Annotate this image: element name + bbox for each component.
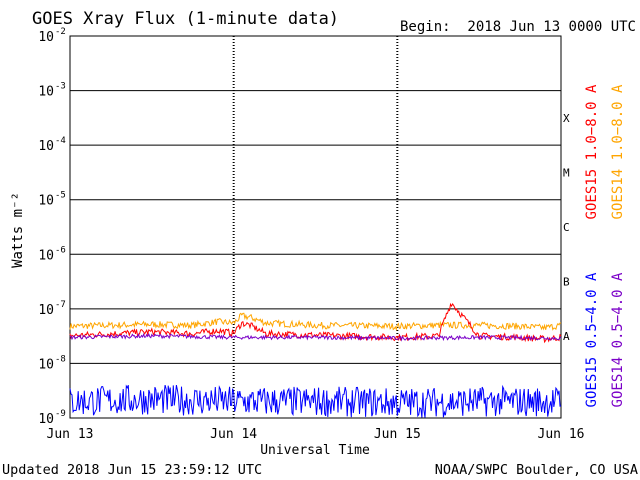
y-tick-exponent: -5	[55, 191, 66, 201]
series-line	[69, 332, 562, 342]
y-tick-label: 10	[38, 357, 54, 372]
y-tick-label: 10	[38, 139, 54, 154]
y-tick-label: 10	[38, 248, 54, 263]
legend-entry: GOES14 1.0−8.0 A	[610, 84, 626, 219]
y-tick-exponent: -6	[55, 245, 66, 255]
series-line	[69, 312, 562, 332]
y-tick-exponent: -8	[55, 354, 66, 364]
credit-line: NOAA/SWPC Boulder, CO USA	[435, 462, 638, 478]
flare-class-label: B	[563, 276, 570, 289]
series-layer	[69, 302, 562, 418]
x-tick-label: Jun 15	[374, 427, 421, 442]
flare-class-label: M	[563, 166, 570, 179]
updated-timestamp: Updated 2018 Jun 15 23:59:12 UTC	[2, 462, 262, 478]
y-tick-exponent: -7	[55, 300, 66, 310]
y-tick-exponent: -3	[55, 82, 66, 92]
flare-class-label: C	[563, 221, 570, 234]
y-tick-exponent: -4	[55, 136, 66, 146]
y-tick-label: 10	[38, 30, 54, 45]
y-tick-label: 10	[38, 412, 54, 427]
y-tick-label: 10	[38, 85, 54, 100]
grid-lines	[70, 36, 561, 418]
y-tick-exponent: -9	[55, 409, 66, 419]
x-tick-label: Jun 14	[210, 427, 257, 442]
y-tick-label: 10	[38, 303, 54, 318]
x-axis-title: Universal Time	[260, 443, 370, 458]
flare-class-label: X	[563, 112, 570, 125]
legend-entry: GOES14 0.5−4.0 A	[610, 272, 626, 407]
legend-entry: GOES15 1.0−8.0 A	[584, 84, 600, 219]
begin-date: Begin: 2018 Jun 13 0000 UTC	[400, 19, 636, 35]
legend: GOES15 1.0−8.0 A GOES14 1.0−8.0 A GOES15 0…	[584, 84, 626, 407]
flare-class-label: A	[563, 330, 570, 343]
y-tick-label: 10	[38, 194, 54, 209]
series-line	[69, 384, 562, 418]
y-tick-exponent: -2	[55, 27, 66, 37]
plot-area	[69, 35, 562, 419]
chart-title: GOES Xray Flux (1-minute data)	[32, 9, 339, 29]
y-axis-title: Watts m⁻²	[10, 192, 26, 268]
x-tick-label: Jun 13	[47, 427, 94, 442]
x-tick-label: Jun 16	[538, 427, 585, 442]
legend-entry: GOES15 0.5−4.0 A	[584, 272, 600, 407]
